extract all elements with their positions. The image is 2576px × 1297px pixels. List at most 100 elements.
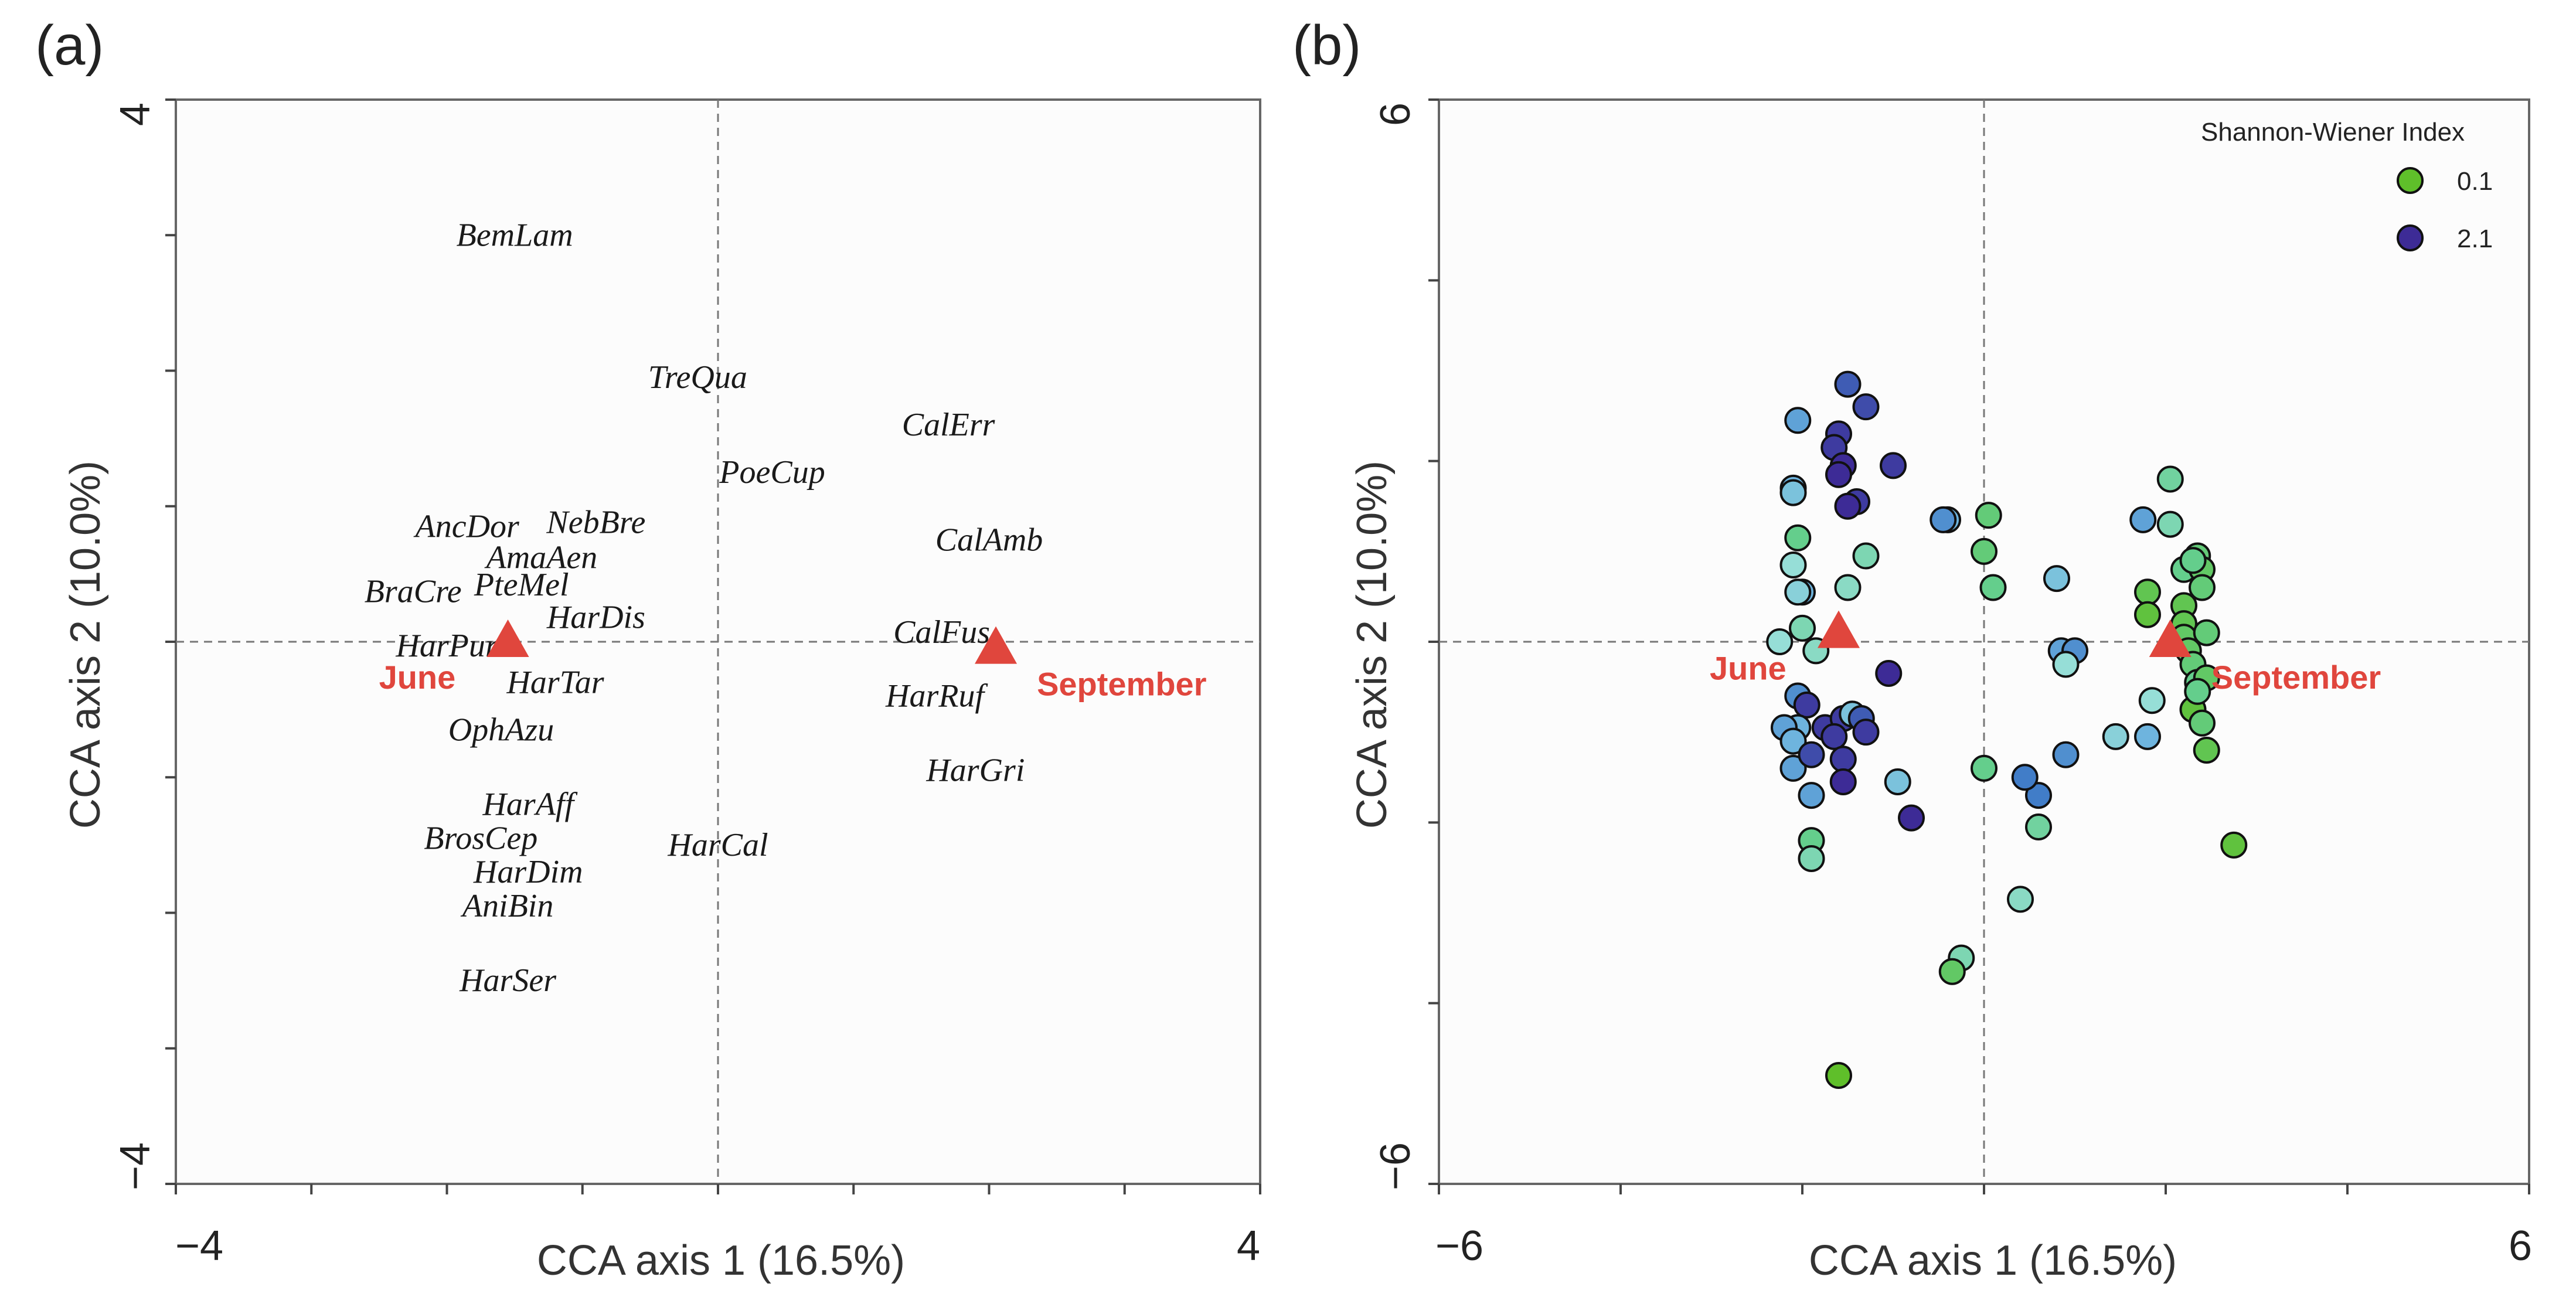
species-label: AncDor (413, 508, 520, 544)
species-label: NebBre (546, 505, 645, 541)
site-point (1829, 768, 1857, 795)
panel-a-y-tick-min: −4 (112, 1142, 159, 1190)
site-point (1898, 804, 1925, 832)
site-point (1820, 723, 1848, 750)
site-point (2179, 547, 2207, 574)
panel-b-centroids: June September (1710, 610, 2381, 696)
site-point (2011, 764, 2039, 791)
panel-b-y-axis-title: CCA axis 2 (10.0%) (1349, 461, 1396, 829)
panel-b-ticks (1428, 98, 2530, 1194)
site-point (1971, 537, 1997, 565)
species-label: HarCal (667, 827, 768, 863)
site-point (2189, 709, 2216, 737)
site-point (1875, 659, 1903, 687)
panel-a-centroids: June September (379, 619, 1207, 703)
panel-a-species-labels: BemLam TreQua CalErr PoeCup CalAmb AncDor NebB… (365, 217, 1043, 999)
site-point (2156, 465, 2184, 493)
site-point (2134, 578, 2161, 606)
panel-b-y-tick-max: 6 (1372, 103, 1419, 126)
species-label: CalFus (893, 614, 990, 651)
centroid-september-label: September (2211, 659, 2381, 696)
species-label: TreQua (648, 359, 747, 396)
species-label: AniBin (460, 888, 554, 924)
site-point (1971, 754, 1997, 782)
site-point (1798, 782, 1825, 809)
site-point (1793, 691, 1820, 719)
legend-label-low: 0.1 (2457, 167, 2493, 196)
site-point (2134, 723, 2161, 750)
site-point (1779, 754, 1807, 782)
site-point (2052, 741, 2080, 768)
species-label: PteMel (474, 567, 569, 603)
panel-a-y-tick-max: 4 (112, 103, 159, 126)
species-label: CalAmb (935, 522, 1043, 559)
centroid-june-marker (486, 619, 529, 657)
site-point (1979, 574, 2007, 601)
site-point (2025, 813, 2052, 841)
site-point (2189, 574, 2216, 601)
panel-b-y-tick-min: −6 (1372, 1142, 1419, 1190)
site-point (1834, 492, 1862, 520)
centroid-june-label: June (1710, 650, 1786, 687)
site-point (2156, 510, 2184, 538)
site-point (1825, 1062, 1852, 1089)
panel-a-label: (a) (35, 14, 104, 77)
species-label: AmaAen (484, 540, 598, 576)
site-point (1880, 452, 1907, 479)
species-label: HarDis (546, 599, 645, 635)
panel-a-x-tick-min: −4 (175, 1223, 223, 1269)
panel-b-x-tick-max: 6 (2509, 1223, 2532, 1269)
site-point (1834, 574, 1862, 601)
site-point (1766, 628, 1794, 655)
panel-b-label: (b) (1292, 14, 1361, 77)
species-label: HarSer (459, 962, 556, 999)
site-point (1829, 745, 1857, 773)
panel-a-x-tick-max: 4 (1237, 1223, 1260, 1269)
site-point (2007, 886, 2034, 913)
panel-a-y-axis-title: CCA axis 2 (10.0%) (62, 461, 109, 829)
site-point (2102, 723, 2129, 750)
species-label: CalErr (902, 407, 995, 443)
site-point (1798, 845, 1825, 872)
site-point (2025, 782, 2052, 809)
site-point (1852, 393, 1880, 421)
panel-b: (b) −6 6 6 −6 CCA axis 1 (16.5%) CCA axi… (1292, 14, 2532, 1284)
species-label: OphAzu (448, 712, 554, 748)
site-point (1789, 614, 1816, 642)
site-point (2138, 687, 2166, 714)
site-point (1779, 551, 1807, 578)
site-point (1798, 741, 1825, 768)
species-label: HarRuf (885, 678, 988, 714)
legend: Shannon-Wiener Index 0.1 2.1 (2201, 118, 2493, 253)
legend-label-high: 2.1 (2457, 224, 2493, 253)
species-label: HarDim (473, 854, 583, 890)
centroid-september-marker (2149, 619, 2192, 657)
species-label: BraCre (365, 573, 462, 610)
legend-swatch-low (2397, 167, 2424, 194)
centroid-september-label: September (1037, 666, 1206, 703)
panel-a-x-axis-title: CCA axis 1 (16.5%) (537, 1237, 905, 1284)
site-point (1779, 479, 1807, 506)
panel-b-zero-lines (1439, 100, 2529, 1184)
site-point (1852, 719, 1880, 746)
site-point (1784, 578, 1812, 606)
site-point (1884, 768, 1911, 795)
site-point (1825, 461, 1852, 488)
site-point (1834, 370, 1862, 398)
legend-swatch-high (2397, 224, 2424, 251)
species-label: BrosCep (424, 820, 537, 856)
panel-a-ticks (165, 98, 1261, 1194)
site-point (1779, 727, 1807, 755)
centroid-june-label: June (379, 659, 456, 696)
site-point (1938, 958, 1966, 985)
panel-a-zero-lines (176, 100, 1260, 1184)
centroid-june-marker (1818, 610, 1860, 648)
site-point (2193, 737, 2220, 764)
panel-a: (a) −4 4 4 −4 CCA axis 1 (16.5%) CCA axi… (35, 14, 1261, 1284)
species-label: BemLam (457, 217, 573, 253)
site-point (2193, 619, 2220, 646)
species-label: HarAff (482, 787, 578, 823)
species-label: HarGri (925, 753, 1025, 789)
site-point (2052, 651, 2080, 678)
species-label: HarPur (395, 628, 498, 664)
